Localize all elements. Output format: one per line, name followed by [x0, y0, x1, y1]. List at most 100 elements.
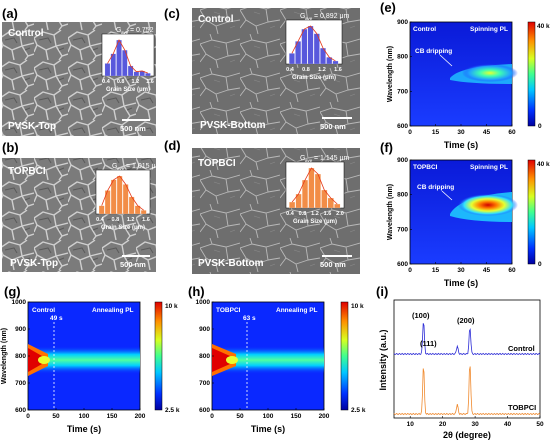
x-tick-label: 30 — [457, 129, 465, 136]
histogram-tick-label: 0.8 — [112, 217, 120, 223]
panel-b-location: PVSK-Top — [10, 258, 58, 269]
x-tick-label: 15 — [432, 267, 440, 274]
y-tick-label: 1000 — [196, 299, 211, 306]
peak-label-111: (111) — [420, 339, 437, 348]
panel-g-colorbar — [154, 301, 163, 411]
panel-a-gavg-value: = 0.752 μm — [130, 27, 166, 34]
xrd-tobpci-line — [393, 366, 541, 416]
panel-d-gavg-value: = 1.145 μm — [314, 155, 350, 162]
x-tick-label: 150 — [291, 413, 302, 420]
histogram-tick-label: 2.0 — [336, 211, 344, 217]
peak-label-200: (200) — [457, 316, 475, 325]
panel-b-scale-label: 500 nm — [120, 260, 146, 269]
panel-e-label: (e) — [380, 0, 396, 15]
panel-h-colorbar — [340, 301, 349, 411]
panel-f-colorbar — [527, 159, 536, 265]
x-tick-label: 0 — [408, 129, 412, 136]
histogram-bar — [308, 167, 315, 209]
histogram-tick-label: 0.8 — [299, 211, 307, 217]
histogram-fit-line — [107, 39, 149, 74]
panel-g-label: (g) — [4, 284, 21, 299]
panel-e-annotation: CB dripping — [415, 48, 452, 55]
panel-d-gavg-sub: ave — [305, 158, 313, 163]
panel-d-scale-label: 500 nm — [320, 260, 346, 269]
x-tick-label: 50 — [236, 413, 244, 420]
panel-c-sample: Control — [198, 14, 234, 25]
histogram-bar — [288, 53, 295, 65]
panel-i-xlabel: 2θ (degree) — [443, 430, 491, 440]
panel-g-cbar-min: 2.5 k — [165, 407, 180, 414]
xrd-tobpci-label: TOBPCI — [508, 403, 536, 412]
panel-a-location: PVSK-Top — [8, 121, 56, 132]
histogram-fit-line — [291, 167, 338, 205]
panel-e-arrow — [439, 54, 453, 67]
histogram-bar — [334, 203, 341, 209]
panel-g-mode: Annealing PL — [92, 307, 134, 314]
histogram-tick-label: 1.2 — [127, 217, 135, 223]
histogram-tick-label: 0.8 — [117, 79, 125, 85]
y-tick-label: 1000 — [12, 299, 27, 306]
histogram-tick-label: 1.6 — [324, 211, 332, 217]
histogram-bar — [289, 201, 296, 209]
y-tick-label: 700 — [15, 380, 26, 387]
panel-e-mode: Spinning PL — [470, 26, 508, 33]
histogram-fit-line — [291, 25, 336, 62]
panel-e-xlabel: Time (s) — [444, 140, 478, 150]
panel-h-sample: TOBPCI — [216, 307, 241, 314]
panel-e-sample: Control — [413, 26, 436, 33]
histogram-bar — [307, 25, 314, 65]
panel-b-gavg-sub: ave — [117, 166, 125, 171]
y-tick-label: 800 — [15, 353, 26, 360]
x-tick-label: 45 — [483, 267, 491, 274]
x-tick-label: 0 — [408, 267, 412, 274]
histogram-bar — [145, 72, 151, 77]
y-tick-label: 700 — [397, 88, 408, 95]
panel-h-heatmap: 63 s TOBPCI Annealing PL 10 k 2.5 k Time… — [196, 299, 366, 434]
panel-a-sem: Control PVSK-Top 500 nm 0.4 0.8 1.2 1.6 Grai… — [2, 22, 166, 136]
panel-g-sample: Control — [32, 307, 55, 314]
histogram-xlabel: Grain Size (μm) — [293, 219, 337, 225]
x-tick-label: 45 — [483, 129, 491, 136]
panel-c-location: PVSK-Bottom — [200, 120, 266, 131]
histogram-bar — [332, 60, 339, 65]
panel-g-marker: 49 s — [50, 315, 63, 322]
panel-c-gavg-symbol: G — [300, 13, 305, 20]
histogram-xlabel: Grain Size (μm) — [101, 225, 145, 231]
y-tick-label: 900 — [199, 326, 210, 333]
panel-g-cbar-max: 10 k — [165, 303, 178, 310]
panel-d-sem: TOPBCI PVSK-Bottom 500 nm 0.4 0.8 1.2 1.6 2.… — [192, 148, 360, 274]
histogram-bar — [104, 190, 111, 215]
x-tick-label: 100 — [263, 413, 274, 420]
histogram-xlabel: Grain Size (μm) — [106, 87, 150, 93]
panel-d-gavg-symbol: G — [300, 155, 305, 162]
histogram-bar — [116, 39, 122, 77]
x-tick-label: 100 — [79, 413, 90, 420]
histogram-bar — [301, 28, 308, 65]
panel-b-gavg-value: = 1.015 μm — [126, 163, 162, 170]
x-tick-label: 150 — [107, 413, 118, 420]
panel-a-gavg-sub: ave — [121, 30, 129, 35]
x-tick-label: 15 — [432, 129, 440, 136]
panel-e-heatmap: Control Spinning PL CB dripping 40 k 0 W… — [387, 19, 550, 150]
panel-c-scale-label: 500 nm — [320, 122, 346, 131]
panel-e-ylabel: Wavelength (nm) — [387, 46, 394, 102]
panel-g-xlabel: Time (s) — [67, 424, 101, 434]
panel-f-label: (f) — [380, 140, 393, 155]
x-tick-label: 50 — [536, 421, 544, 428]
panel-f-heatmap: TOPBCI Spinning PL CB dripping 40 k 0 Wa… — [387, 157, 550, 288]
histogram-tick-label: 0.4 — [286, 67, 295, 73]
panel-h-cbar-min: 2.5 k — [351, 407, 366, 414]
histogram-tick-label: 1.2 — [132, 79, 140, 85]
histogram-bar — [98, 205, 105, 215]
histogram-bar — [140, 210, 147, 215]
y-tick-label: 800 — [397, 192, 408, 199]
x-tick-label: 40 — [504, 421, 512, 428]
y-tick-label: 700 — [199, 380, 210, 387]
x-tick-label: 30 — [471, 421, 479, 428]
panel-i-ylabel: Intensity (a.u.) — [378, 329, 388, 390]
panel-b-label: (b) — [2, 140, 19, 155]
x-tick-label: 50 — [52, 413, 60, 420]
panel-d-location: PVSK-Bottom — [198, 258, 264, 269]
histogram-tick-label: 1.2 — [311, 211, 319, 217]
